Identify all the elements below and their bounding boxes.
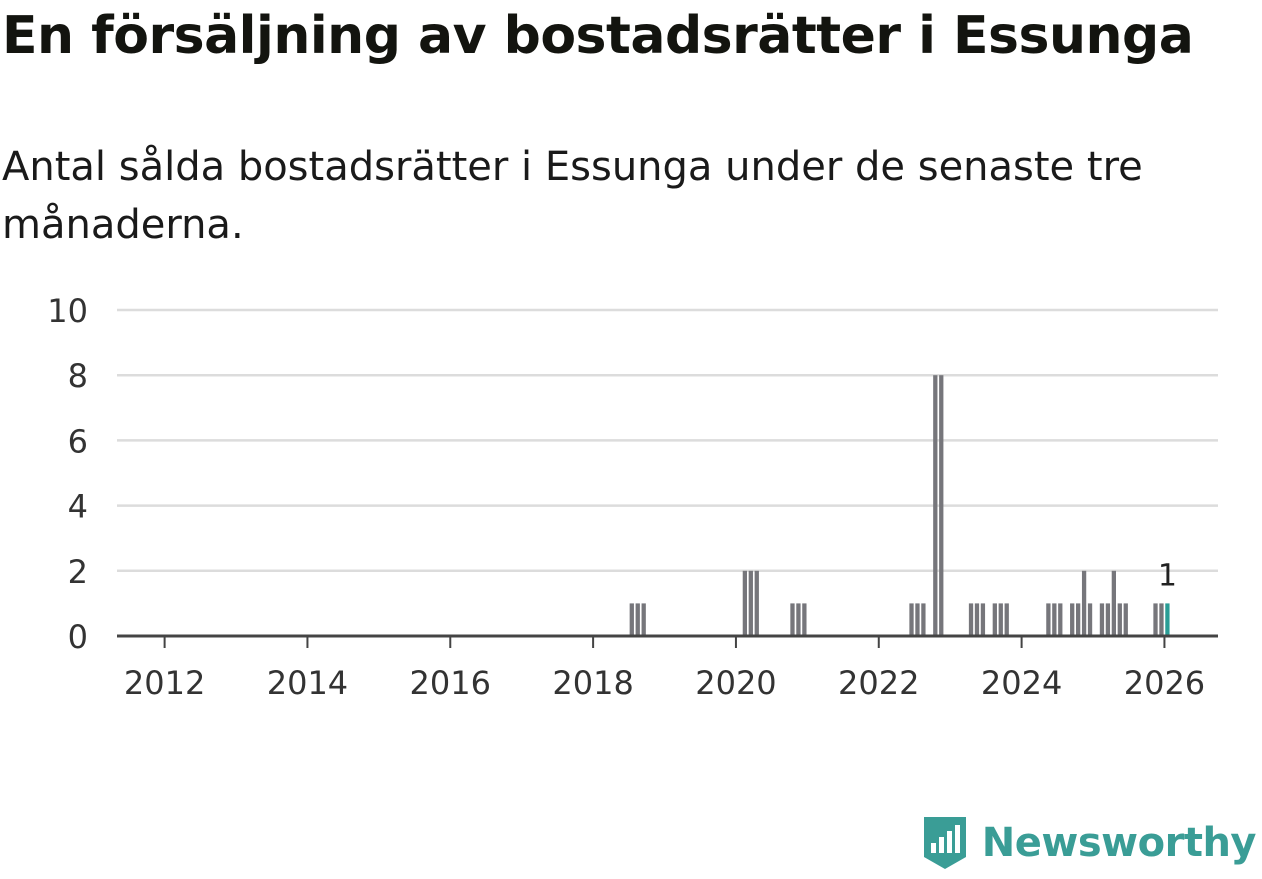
bar — [968, 603, 974, 636]
bar — [635, 603, 640, 636]
bar — [1004, 603, 1009, 636]
bar — [1153, 603, 1158, 636]
bar — [998, 603, 1003, 636]
bar — [1123, 603, 1128, 636]
grid-lines — [117, 308, 1218, 573]
x-tick-label: 2014 — [267, 664, 348, 702]
x-axis-ticks: 2012 2014 2016 2018 2020 2022 2024 2026 — [124, 636, 1205, 702]
brand: Newsworthy — [920, 813, 1257, 873]
x-tick-label: 2026 — [1124, 664, 1205, 702]
bar — [1159, 603, 1164, 636]
y-tick-label: 10 — [47, 292, 88, 330]
bar — [1058, 603, 1063, 636]
bar — [992, 603, 997, 636]
bar — [921, 603, 926, 636]
y-tick-label: 6 — [68, 422, 88, 460]
bar — [933, 375, 938, 636]
y-tick-label: 8 — [68, 357, 88, 395]
bar — [909, 603, 914, 636]
bar — [1117, 603, 1122, 636]
brand-name: Newsworthy — [981, 820, 1257, 866]
y-tick-label: 4 — [68, 488, 88, 526]
y-tick-label: 0 — [68, 618, 88, 656]
bar — [1081, 570, 1087, 636]
bar — [1105, 603, 1111, 636]
data-labels: 1 — [1158, 558, 1177, 593]
x-tick-label: 2016 — [410, 664, 491, 702]
x-tick-label: 2012 — [124, 664, 205, 702]
bars — [629, 375, 1170, 636]
bar — [748, 570, 753, 636]
x-tick-label: 2020 — [695, 664, 776, 702]
chart-title: En försäljning av bostadsrätter i Essung… — [2, 6, 1194, 66]
bar — [1099, 603, 1105, 636]
x-tick-label: 2024 — [981, 664, 1062, 702]
bar — [1046, 603, 1051, 636]
bar — [1165, 603, 1170, 636]
bar — [1111, 570, 1116, 636]
y-axis-ticks: 0 2 4 6 8 10 — [47, 292, 88, 656]
bar — [915, 603, 920, 636]
bar — [802, 603, 807, 636]
bar — [1052, 603, 1057, 636]
bar — [1070, 603, 1075, 636]
bar — [1087, 603, 1093, 636]
bar — [742, 570, 748, 636]
bar — [790, 603, 795, 636]
bar — [980, 603, 986, 636]
x-tick-label: 2022 — [838, 664, 919, 702]
bar — [754, 570, 759, 636]
bar — [1076, 603, 1081, 636]
bar — [641, 603, 646, 636]
newsworthy-logo-icon — [923, 817, 966, 869]
y-tick-label: 2 — [68, 553, 88, 591]
x-tick-label: 2018 — [552, 664, 633, 702]
data-label: 1 — [1158, 558, 1177, 593]
bar — [939, 375, 944, 636]
bar — [629, 603, 634, 636]
bar — [974, 603, 980, 636]
bar — [796, 603, 801, 636]
chart-subtitle: Antal sålda bostadsrätter i Essunga unde… — [2, 144, 1143, 248]
